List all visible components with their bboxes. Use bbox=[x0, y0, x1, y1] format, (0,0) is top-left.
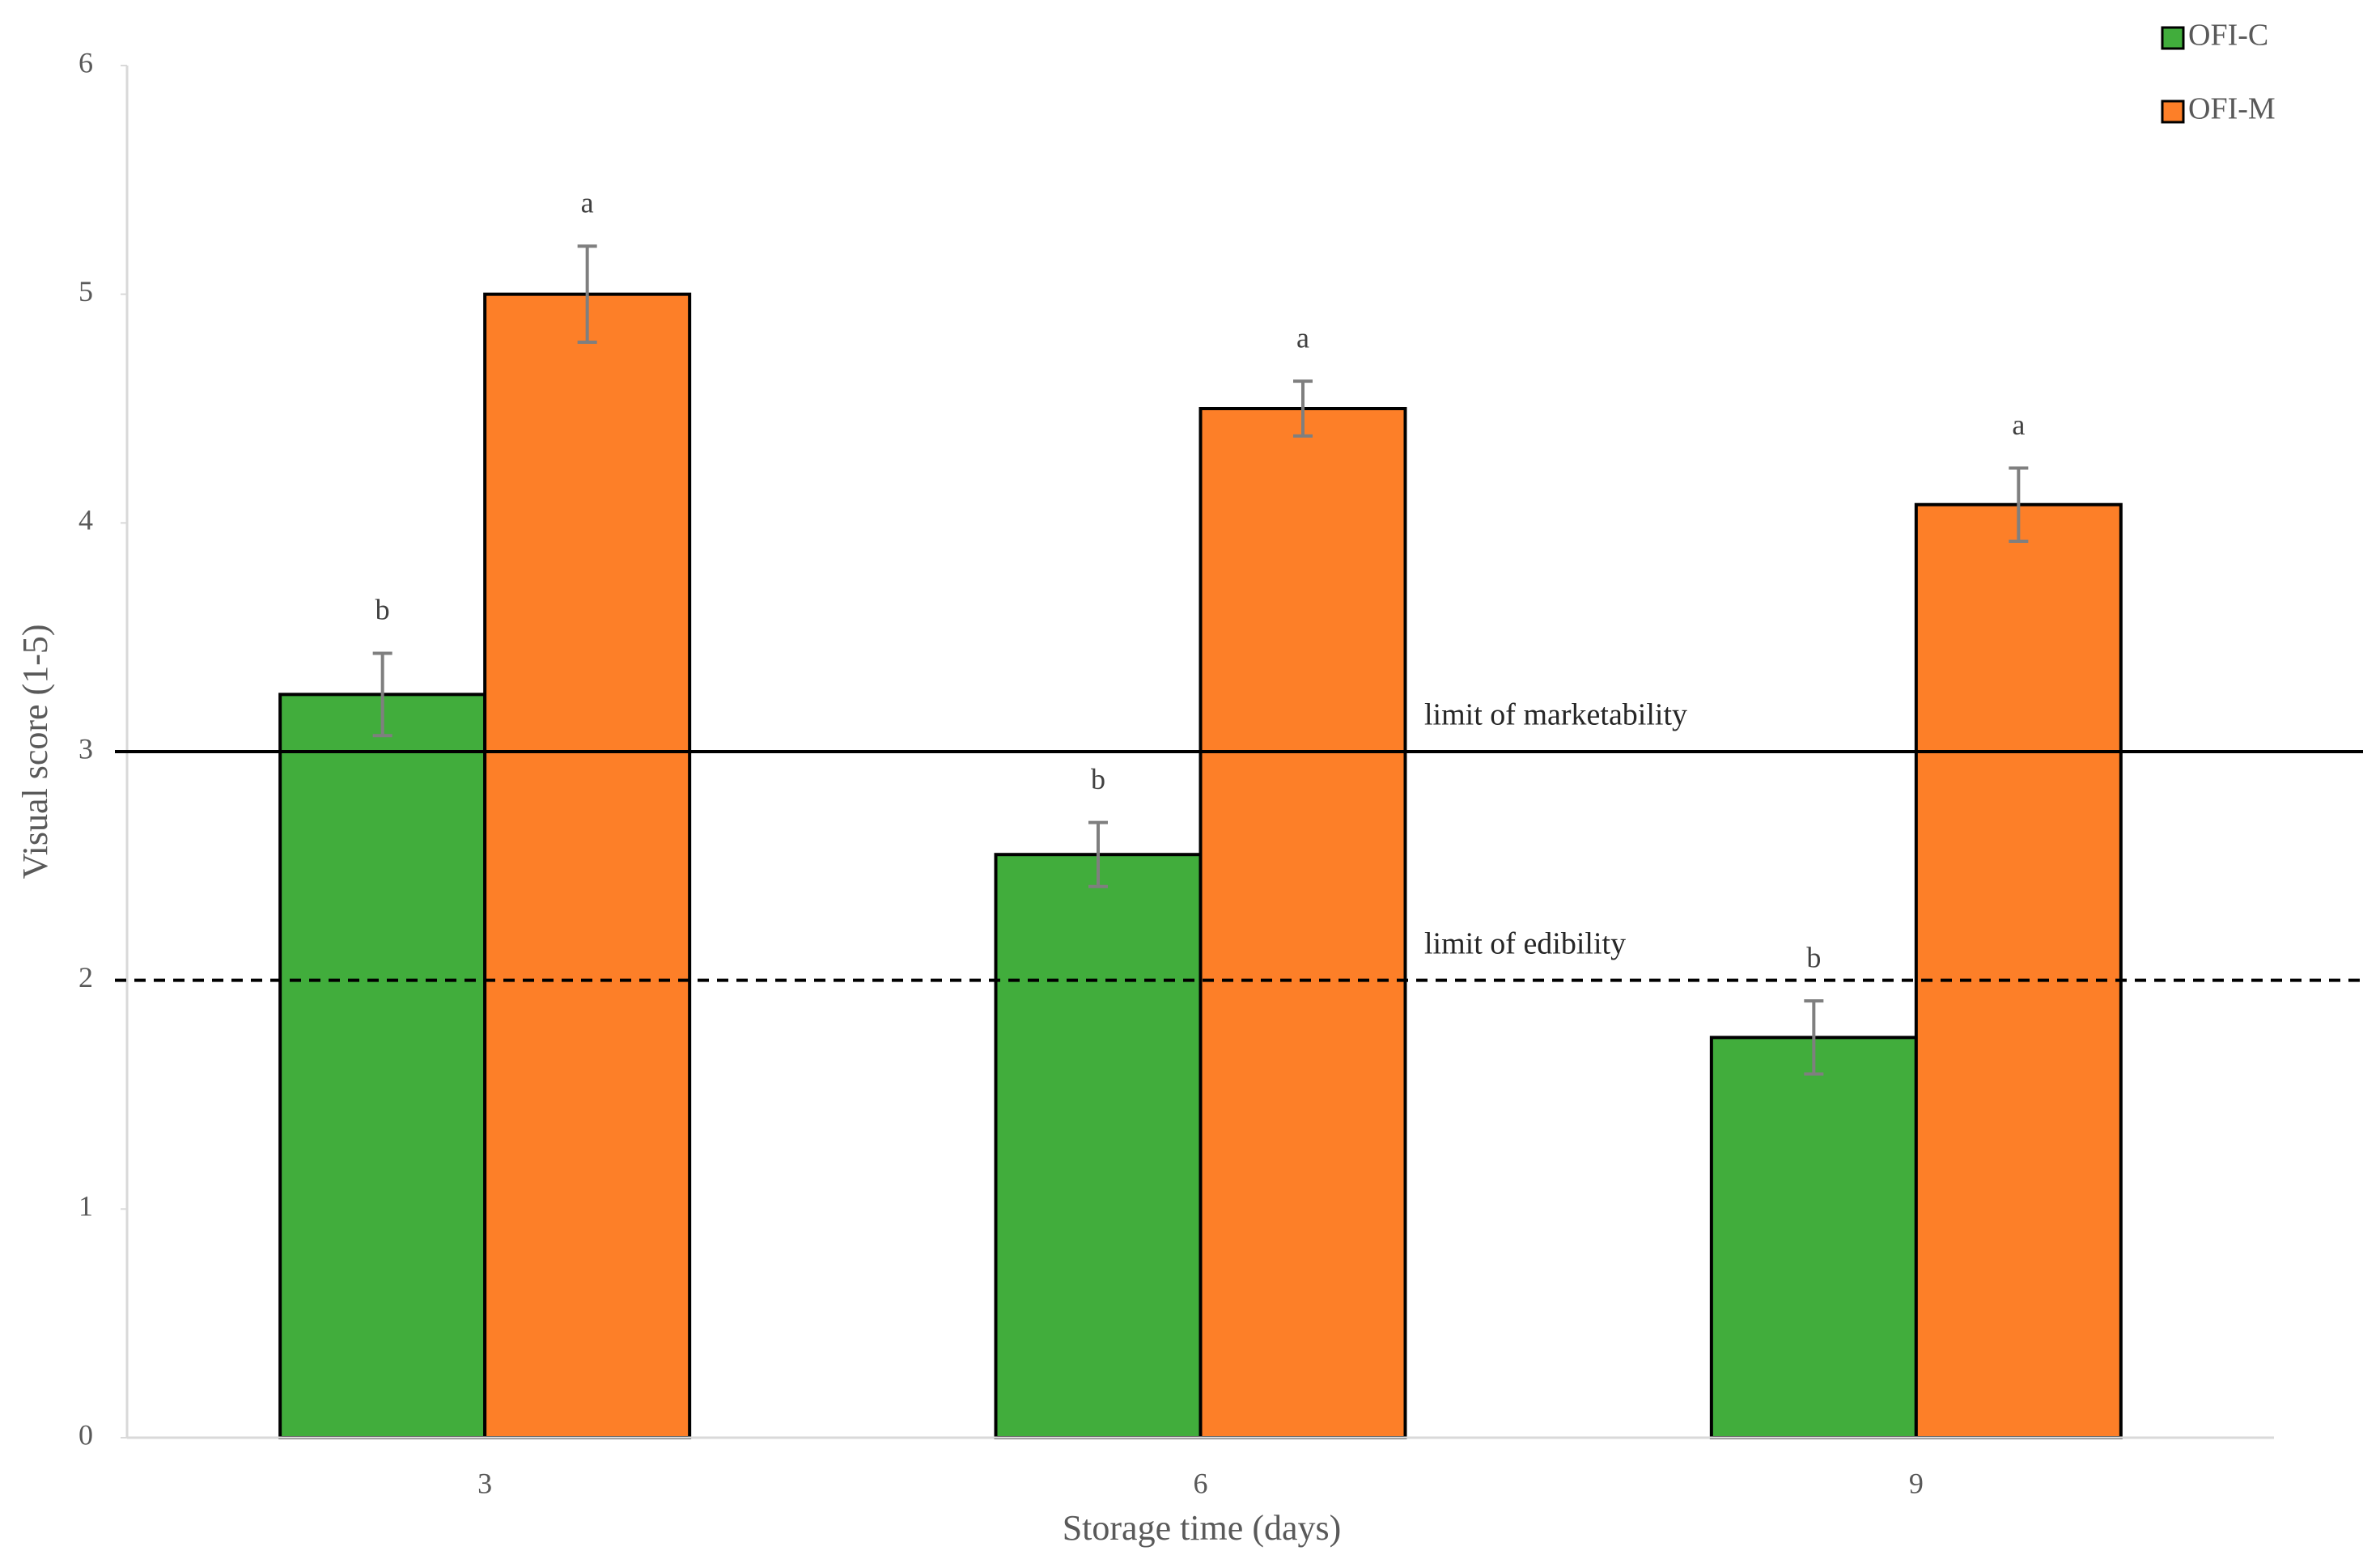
y-tick-label: 6 bbox=[78, 46, 93, 78]
significance-letter: b bbox=[1806, 941, 1821, 973]
significance-letter: a bbox=[1296, 321, 1309, 354]
y-tick-label: 1 bbox=[78, 1190, 93, 1222]
bar bbox=[1709, 1036, 1918, 1440]
y-tick-label: 4 bbox=[78, 504, 93, 536]
legend-swatch bbox=[2161, 100, 2185, 124]
x-axis-label: Storage time (days) bbox=[1063, 1508, 1342, 1548]
error-bar bbox=[372, 651, 392, 738]
bar bbox=[1914, 502, 2123, 1439]
x-tick-label: 6 bbox=[1194, 1467, 1208, 1499]
error-bar bbox=[1293, 379, 1313, 438]
reference-label: limit of marketability bbox=[1424, 698, 1687, 732]
bar bbox=[994, 853, 1203, 1439]
significance-letter: b bbox=[1091, 763, 1105, 795]
error-bar bbox=[577, 244, 597, 345]
y-tick-label: 0 bbox=[78, 1418, 93, 1451]
significance-letter: a bbox=[581, 187, 594, 219]
y-tick-label: 2 bbox=[78, 961, 93, 994]
error-bar bbox=[1088, 820, 1108, 888]
significance-letter: b bbox=[375, 594, 390, 626]
bar bbox=[483, 292, 692, 1440]
y-axis-label: Visual score (1-5) bbox=[15, 624, 55, 879]
x-tick-label: 9 bbox=[1909, 1467, 1924, 1499]
error-bar bbox=[2009, 466, 2029, 543]
error-bar bbox=[1804, 999, 1824, 1076]
y-tick-label: 5 bbox=[78, 275, 93, 307]
legend-label: OFI-C bbox=[2188, 19, 2268, 53]
reference-label: limit of edibility bbox=[1424, 926, 1626, 960]
legend-swatch bbox=[2161, 26, 2185, 50]
bar bbox=[1198, 407, 1407, 1439]
legend-label: OFI-M bbox=[2188, 92, 2276, 126]
y-tick-label: 3 bbox=[78, 732, 93, 765]
x-tick-label: 3 bbox=[477, 1467, 492, 1499]
significance-letter: a bbox=[2012, 409, 2025, 441]
bar bbox=[278, 693, 487, 1439]
